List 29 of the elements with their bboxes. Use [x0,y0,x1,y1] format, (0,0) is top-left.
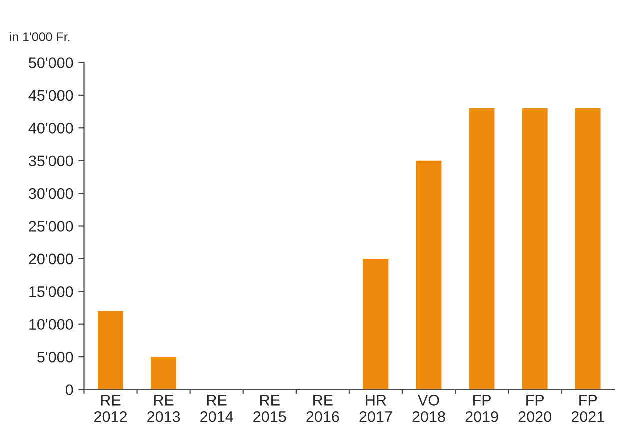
x-tick-label: FP 2019 [466,395,498,422]
y-tick-label: 10'000 [30,319,74,330]
bar [575,108,601,390]
x-tick-label: VO 2018 [412,395,446,422]
y-tick-label: 5'000 [38,352,74,363]
y-axis-title: in 1'000 Fr. [10,32,70,42]
bar [363,258,389,390]
x-tick-label: RE 2014 [200,395,234,422]
x-tick-label: FP 2021 [572,395,604,422]
y-tick-label: 30'000 [29,188,74,200]
y-tick-label: 20'000 [29,254,74,265]
x-tick-label: FP 2020 [518,395,552,422]
y-tick-label: 40'000 [28,122,74,134]
bar [151,357,177,390]
y-tick-label: 45'000 [28,90,74,102]
x-tick-label: RE 2016 [306,395,340,422]
y-tick-label: 25'000 [29,221,74,232]
bar [469,108,495,390]
bar [522,108,548,390]
y-tick-label: 35'000 [29,156,74,167]
x-tick-label: RE 2012 [94,395,127,422]
x-tick-label: RE 2013 [148,395,180,422]
y-tick-label: 15'000 [30,286,74,298]
y-tick-label: 50'000 [29,58,74,68]
x-tick-label: RE 2015 [254,395,286,422]
bar [416,160,442,390]
x-tick-label: HR 2017 [360,395,392,422]
y-tick-label: 0 [66,384,74,396]
bar [98,311,124,390]
